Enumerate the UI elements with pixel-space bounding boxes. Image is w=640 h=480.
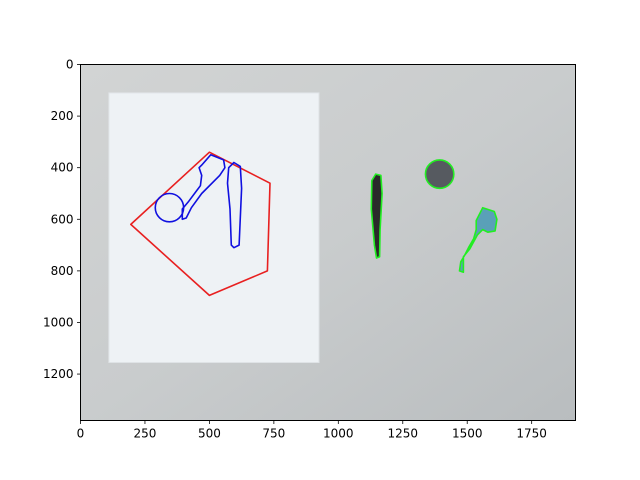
x-tick-label: 250 <box>134 427 157 441</box>
x-tick-label: 1750 <box>516 427 547 441</box>
x-tick-label: 1500 <box>452 427 483 441</box>
axes-frame <box>80 64 576 421</box>
coin-object <box>424 159 455 190</box>
x-axis-ticks: 0 250 500 750 1000 1250 1500 1750 <box>77 420 547 441</box>
paper-bar-outline <box>226 161 243 249</box>
y-tick-label: 1200 <box>43 367 74 381</box>
stick-object <box>370 173 383 259</box>
x-tick-label: 500 <box>198 427 221 441</box>
reference-polygon <box>130 151 271 297</box>
y-axis-ticks: 0 200 400 600 800 1000 1200 <box>43 58 81 381</box>
x-tick-label: 1250 <box>387 427 418 441</box>
key-object <box>458 206 498 274</box>
y-tick-label: 0 <box>66 58 74 72</box>
contour-overlays <box>130 151 498 297</box>
y-tick-label: 400 <box>51 161 74 175</box>
y-tick-label: 600 <box>51 212 74 226</box>
paper-sheet <box>108 92 320 363</box>
x-tick-label: 0 <box>77 427 85 441</box>
y-tick-label: 800 <box>51 264 74 278</box>
y-tick-label: 200 <box>51 109 74 123</box>
paper-circle-outline <box>154 192 185 223</box>
plot-area <box>80 64 576 421</box>
y-tick-label: 1000 <box>43 315 74 329</box>
x-tick-label: 1000 <box>323 427 354 441</box>
x-tick-label: 750 <box>262 427 285 441</box>
